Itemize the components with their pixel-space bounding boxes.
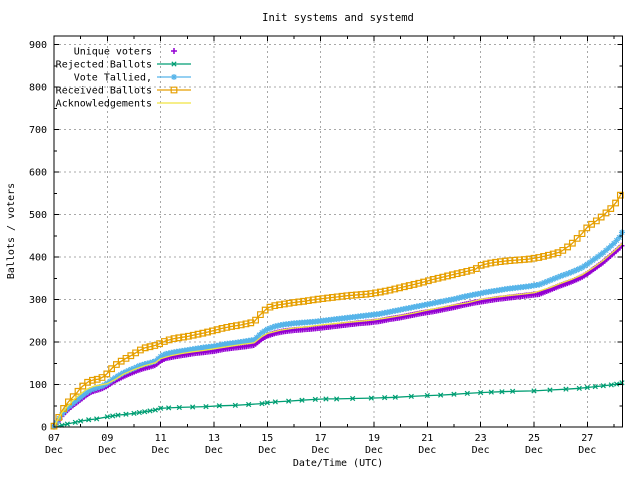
- legend-item-unique-voters: Unique voters: [74, 47, 177, 58]
- legend-item-rejected-ballots: Rejected Ballots: [56, 60, 191, 71]
- legend-label: Vote Tallied,: [74, 73, 152, 84]
- legend-label: Received Ballots: [56, 86, 152, 97]
- plot-border: [53, 35, 623, 428]
- x-axis-label: Date/Time (UTC): [293, 458, 383, 469]
- x-tick-label-month: Dec: [205, 445, 223, 456]
- x-tick-label-month: Dec: [472, 445, 490, 456]
- x-tick-label-month: Dec: [578, 445, 596, 456]
- series-received-ballots: [50, 191, 624, 430]
- series-markers: [50, 191, 624, 430]
- grid-layer: [54, 36, 623, 427]
- x-tick-label-month: Dec: [418, 445, 436, 456]
- x-tick-label-day: 15: [261, 433, 273, 444]
- y-tick-label: 400: [29, 253, 47, 264]
- x-tick-label-day: 17: [315, 433, 327, 444]
- tick-label-layer: 010020030040050060070080090007Dec09Dec11…: [29, 40, 596, 456]
- chart-title: Init systems and systemd: [262, 12, 414, 24]
- x-tick-label-month: Dec: [258, 445, 276, 456]
- x-tick-label-day: 07: [48, 433, 60, 444]
- series-rejected-ballots: [51, 380, 625, 430]
- x-tick-label-month: Dec: [365, 445, 383, 456]
- y-tick-label: 200: [29, 338, 47, 349]
- x-tick-label-day: 27: [581, 433, 593, 444]
- legend-sample-marker: [171, 61, 177, 67]
- x-tick-label-day: 19: [368, 433, 380, 444]
- legend-label: Rejected Ballots: [56, 60, 152, 71]
- series-acknowledgements: [53, 242, 623, 427]
- legend: Unique voters Rejected Ballots Vote Tallie…: [56, 47, 191, 110]
- x-tick-label-day: 09: [101, 433, 113, 444]
- x-tick-label-month: Dec: [98, 445, 116, 456]
- axes-layer: [53, 35, 623, 428]
- legend-sample-marker: [171, 74, 177, 80]
- y-tick-label: 700: [29, 125, 47, 136]
- legend-label: Acknowledgements: [56, 99, 152, 110]
- x-tick-label-day: 11: [155, 433, 167, 444]
- legend-sample-marker: [171, 48, 177, 54]
- legend-item-vote-tallied: Vote Tallied,: [74, 73, 191, 84]
- series-line: [53, 242, 623, 427]
- legend-item-acknowledgements: Acknowledgements: [56, 99, 191, 110]
- y-tick-label: 600: [29, 168, 47, 179]
- x-tick-label-day: 21: [421, 433, 433, 444]
- x-tick-label-month: Dec: [525, 445, 543, 456]
- legend-sample-marker: [170, 86, 178, 94]
- x-tick-label-month: Dec: [45, 445, 63, 456]
- series-layer: [50, 191, 625, 430]
- y-tick-label: 900: [29, 40, 47, 51]
- x-tick-label-month: Dec: [152, 445, 170, 456]
- y-tick-label: 300: [29, 295, 47, 306]
- y-tick-label: 800: [29, 83, 47, 94]
- legend-item-received-ballots: Received Ballots: [56, 86, 191, 97]
- legend-label: Unique voters: [74, 47, 152, 58]
- y-tick-label: 100: [29, 380, 47, 391]
- y-tick-label: 0: [41, 423, 47, 434]
- y-axis-label: Ballots / voters: [6, 183, 17, 279]
- x-tick-label-day: 25: [528, 433, 540, 444]
- x-tick-label-month: Dec: [312, 445, 330, 456]
- x-tick-label-day: 13: [208, 433, 220, 444]
- x-tick-label-day: 23: [475, 433, 487, 444]
- y-tick-label: 500: [29, 210, 47, 221]
